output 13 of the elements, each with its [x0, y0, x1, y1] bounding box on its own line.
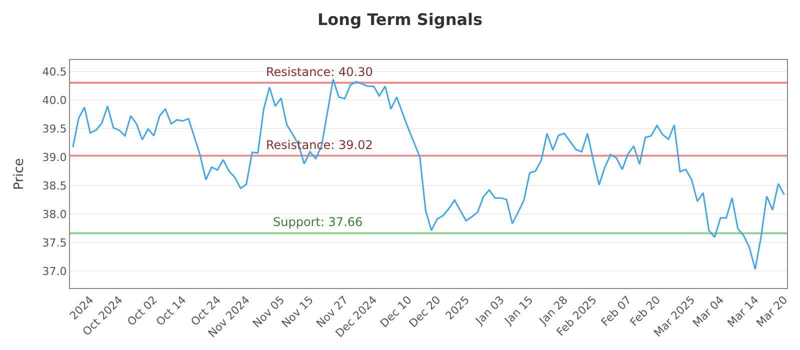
y-tick-label: 40.5 [42, 65, 67, 78]
y-axis-title: Price [12, 158, 28, 190]
y-tick-label: 39.0 [42, 150, 67, 164]
line-series [72, 78, 785, 270]
y-tick-label: 37.0 [42, 264, 67, 278]
y-tick-label: 38.0 [42, 208, 67, 221]
y-tick-label: 38.5 [42, 179, 67, 192]
chart-title: Long Term Signals [317, 10, 483, 30]
y-tick-label: 40.0 [42, 94, 67, 107]
ref-line-label: Resistance: 40.30 [266, 65, 373, 79]
y-tick-label: 39.5 [42, 122, 67, 136]
ref-line-label: Support: 37.66 [273, 215, 363, 229]
y-tick-label: 37.5 [42, 236, 67, 250]
